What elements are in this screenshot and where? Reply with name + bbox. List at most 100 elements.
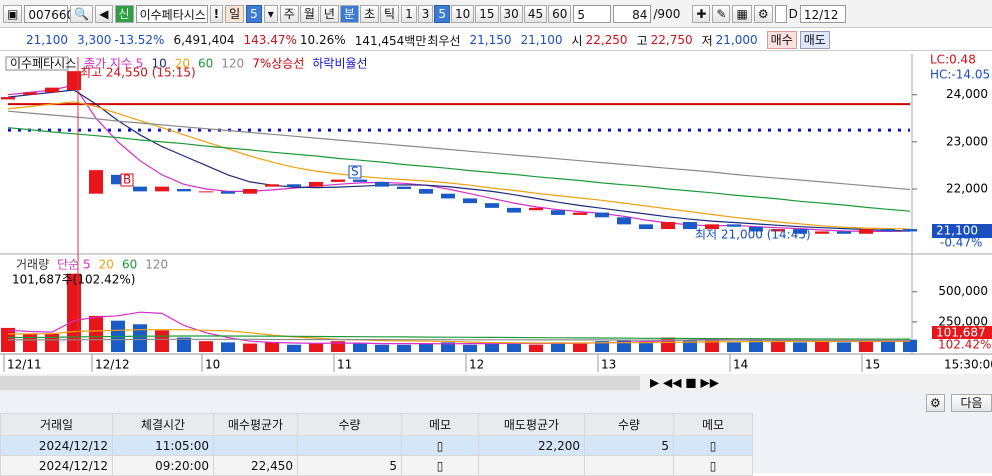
sell-button[interactable]: 매도 <box>799 31 830 49</box>
candle <box>463 198 477 204</box>
period-button[interactable]: 초 <box>359 4 380 23</box>
header-row: 거래일 체결시간 매수평균가 수량 메모 매도평균가 수량 메모 <box>0 413 753 436</box>
buy-mark: B <box>123 173 131 187</box>
low-label: 저 <box>701 33 713 48</box>
period-button[interactable]: 월 <box>299 4 319 23</box>
candle <box>749 226 763 232</box>
search-button[interactable]: 🔍 <box>70 4 94 23</box>
x-tick-label: 12 <box>469 358 484 372</box>
dropdown[interactable]: ▾ <box>263 4 278 23</box>
interval-button[interactable]: 10 <box>450 4 475 23</box>
interval-button[interactable]: 30 <box>499 4 523 23</box>
scroll-controls[interactable]: ▶ ◀◀ ■ ▶▶ <box>650 376 720 390</box>
volume-bar <box>573 343 587 352</box>
trade-table: 거래일 체결시간 매수평균가 수량 메모 매도평균가 수량 메모 2024/12/12 11:05… <box>0 413 753 476</box>
interval-button[interactable]: 5 <box>434 4 450 23</box>
interval-button[interactable]: 3 <box>417 4 434 23</box>
last-volume-box <box>932 326 992 339</box>
table-row[interactable]: 2024/12/12 09:20:00 22,450 5 ▯ ▯ <box>0 455 753 476</box>
tool-button[interactable]: ✚ <box>692 4 711 23</box>
x-tick-label: 13 <box>601 358 616 372</box>
candle <box>617 217 631 225</box>
period-button[interactable]: 틱 <box>380 4 400 23</box>
interval-group: 1 3 5 10 15 30 45 60 <box>401 4 572 23</box>
candle <box>199 191 213 193</box>
header-cell: 수량 <box>297 413 402 436</box>
legend-entry: 20 <box>99 258 114 272</box>
interval-button[interactable]: 45 <box>523 4 548 23</box>
scroll-thumb[interactable] <box>0 376 640 390</box>
header-cell: 매도평균가 <box>478 413 585 436</box>
period-label[interactable]: 일 <box>225 4 245 23</box>
tool-button[interactable]: ✎ <box>712 4 731 23</box>
checkbox[interactable] <box>774 4 787 23</box>
volume-bar <box>595 341 609 352</box>
trade-panel: ⚙ 다음 거래일 체결시간 매수평균가 수량 메모 매도평균가 수량 메모 2024/12/12… <box>0 392 992 476</box>
legend-entry: 종가 지수 5 <box>84 57 143 71</box>
table-row[interactable]: 2024/12/12 11:05:00 ▯ 22,200 5 ▯ <box>0 435 753 456</box>
header-cell: 매수평균가 <box>213 413 298 436</box>
open-label: 시 <box>571 33 583 48</box>
menu-icon[interactable]: ▣ <box>3 4 23 23</box>
volume-bar <box>463 344 477 352</box>
interval-button[interactable]: 60 <box>548 4 572 23</box>
volume-bar <box>859 339 873 352</box>
count-input[interactable]: 5 <box>573 4 612 23</box>
x-tick-label: 12/12 <box>95 358 130 372</box>
y-tick-label: 24,000 <box>946 87 988 101</box>
ma-line <box>7 101 911 230</box>
sell-mark: S <box>351 165 359 179</box>
buy-button[interactable]: 매수 <box>766 31 797 49</box>
sound-button[interactable]: ◀ <box>95 4 113 23</box>
candle <box>221 191 235 194</box>
volume-bar <box>23 333 37 352</box>
header-cell: 수량 <box>584 413 674 436</box>
change: 3,300 <box>77 33 112 47</box>
candle <box>683 222 697 230</box>
period-button[interactable]: 분 <box>339 4 359 23</box>
header-cell: 체결시간 <box>112 413 214 436</box>
volume-bar <box>221 342 235 352</box>
low: 21,000 <box>715 33 758 47</box>
candle <box>287 184 301 187</box>
candle <box>265 184 279 187</box>
settings-button[interactable]: ⚙ <box>753 4 773 23</box>
legend-entry: 이수페타시스 <box>10 57 76 71</box>
ma-line <box>7 127 911 212</box>
interval-button[interactable]: 15 <box>475 4 499 23</box>
volume-bar <box>375 344 389 352</box>
period-button[interactable]: 년 <box>319 4 339 23</box>
volume-bar <box>199 341 213 352</box>
candle <box>529 207 543 211</box>
alert-button[interactable]: ! <box>209 4 224 23</box>
header-cell: 메모 <box>401 413 479 436</box>
ma-line <box>8 338 910 341</box>
ask: 21,150 <box>469 33 512 47</box>
candle <box>177 189 191 192</box>
candle <box>419 189 433 194</box>
volume-subtitle: 101,687주(102.42%) <box>12 273 135 287</box>
y-tick-label: 500,000 <box>938 284 988 298</box>
candle <box>881 229 895 232</box>
volume-bar <box>529 344 543 352</box>
candle <box>859 229 873 234</box>
last-volume: 101,687 <box>936 326 986 340</box>
tool-button[interactable]: ▦ <box>732 4 752 23</box>
settings-button[interactable]: ⚙ <box>926 394 945 412</box>
volume-rate: 143.47% <box>243 33 297 47</box>
header-cell: 메모 <box>673 413 753 436</box>
candle <box>155 186 169 192</box>
period-button[interactable]: 주 <box>279 4 299 23</box>
interval-button[interactable]: 1 <box>401 4 417 23</box>
next-button[interactable]: 다음 <box>951 394 992 412</box>
date-input[interactable]: 12/12 <box>799 4 846 23</box>
code-input[interactable]: 007660 <box>24 4 74 23</box>
period-value[interactable]: 5 <box>246 4 262 23</box>
candle <box>507 207 521 213</box>
candle <box>133 186 147 192</box>
last-volume-rate: 102.42% <box>938 338 991 352</box>
legend-entry: 거래량 <box>16 258 49 272</box>
shown-input[interactable]: 84 <box>613 4 652 23</box>
